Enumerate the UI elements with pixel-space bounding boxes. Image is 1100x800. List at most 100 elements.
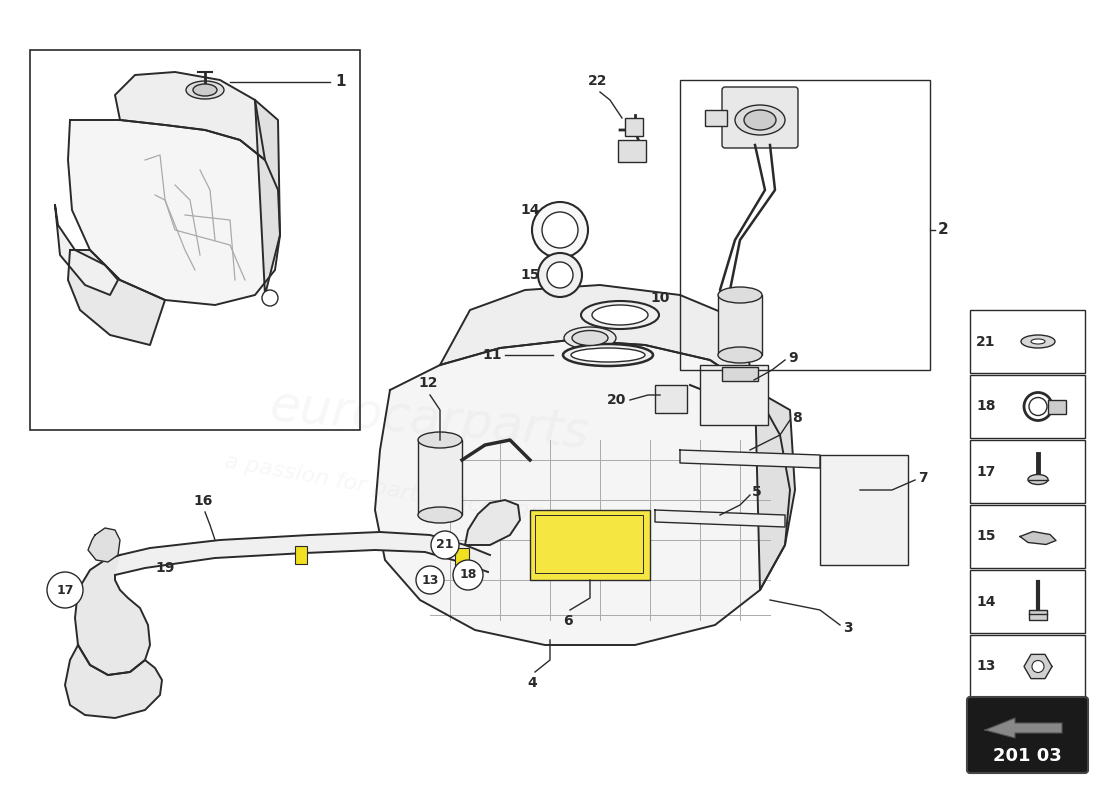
Ellipse shape — [718, 347, 762, 363]
Text: 14: 14 — [976, 594, 996, 609]
Text: a passion for parts since 1965: a passion for parts since 1965 — [222, 451, 558, 529]
Polygon shape — [68, 250, 165, 345]
Text: 1: 1 — [336, 74, 345, 90]
Text: 8: 8 — [792, 411, 802, 425]
Text: 21: 21 — [976, 334, 996, 349]
Ellipse shape — [571, 348, 645, 362]
Bar — [970, 375, 1085, 438]
Text: 11: 11 — [483, 348, 502, 362]
Text: 19: 19 — [155, 561, 175, 575]
Text: 4: 4 — [527, 676, 537, 690]
Ellipse shape — [1028, 474, 1048, 485]
Bar — [535, 515, 644, 573]
Polygon shape — [255, 100, 280, 295]
Circle shape — [547, 262, 573, 288]
Polygon shape — [116, 532, 490, 575]
Text: 18: 18 — [976, 399, 996, 414]
Polygon shape — [654, 510, 785, 527]
Bar — [625, 118, 644, 136]
Text: eurocarparts: eurocarparts — [268, 382, 592, 458]
Circle shape — [262, 290, 278, 306]
Bar — [618, 140, 646, 162]
Text: 20: 20 — [606, 393, 626, 407]
Circle shape — [416, 566, 444, 594]
Text: 9: 9 — [788, 351, 798, 365]
Ellipse shape — [563, 344, 653, 366]
Bar — [820, 455, 908, 565]
Bar — [418, 440, 462, 515]
Text: 5: 5 — [752, 485, 761, 499]
Polygon shape — [75, 555, 150, 675]
Text: 7: 7 — [918, 471, 927, 485]
Text: 18: 18 — [460, 569, 476, 582]
Polygon shape — [88, 528, 120, 562]
Polygon shape — [680, 450, 820, 468]
Polygon shape — [1020, 531, 1056, 545]
Text: 15: 15 — [520, 268, 540, 282]
Text: 3: 3 — [843, 621, 852, 635]
Circle shape — [1024, 393, 1052, 421]
Text: 15: 15 — [976, 530, 996, 543]
Bar — [705, 110, 727, 126]
Ellipse shape — [592, 305, 648, 325]
Bar — [970, 635, 1085, 698]
Text: 16: 16 — [194, 494, 212, 508]
Polygon shape — [375, 340, 790, 645]
Bar — [970, 570, 1085, 633]
Circle shape — [431, 531, 459, 559]
Text: 6: 6 — [563, 614, 573, 628]
Ellipse shape — [744, 110, 775, 130]
Ellipse shape — [1031, 339, 1045, 344]
Bar — [722, 367, 758, 381]
FancyBboxPatch shape — [722, 87, 798, 148]
Ellipse shape — [564, 327, 616, 349]
Bar — [680, 80, 930, 370]
Polygon shape — [984, 718, 1062, 738]
Text: 21: 21 — [437, 538, 453, 551]
Ellipse shape — [418, 432, 462, 448]
Ellipse shape — [735, 105, 785, 135]
Text: 2: 2 — [938, 222, 948, 238]
Bar — [1048, 399, 1066, 414]
Text: 10: 10 — [650, 291, 670, 305]
Polygon shape — [440, 285, 755, 390]
Polygon shape — [65, 645, 162, 718]
Ellipse shape — [718, 287, 762, 303]
Bar — [654, 385, 688, 413]
Bar — [455, 548, 469, 568]
Polygon shape — [55, 205, 118, 295]
Circle shape — [1032, 661, 1044, 673]
Polygon shape — [465, 500, 520, 545]
Text: 13: 13 — [976, 659, 996, 674]
Text: 17: 17 — [56, 583, 74, 597]
Polygon shape — [68, 120, 280, 305]
Bar — [1028, 610, 1047, 619]
Text: 14: 14 — [520, 203, 540, 217]
Ellipse shape — [418, 507, 462, 523]
Circle shape — [538, 253, 582, 297]
Text: 13: 13 — [421, 574, 439, 586]
Bar — [970, 505, 1085, 568]
Circle shape — [542, 212, 578, 248]
Text: 201 03: 201 03 — [992, 747, 1062, 765]
Ellipse shape — [1021, 335, 1055, 348]
Ellipse shape — [192, 84, 217, 96]
Circle shape — [453, 560, 483, 590]
FancyBboxPatch shape — [967, 697, 1088, 773]
Circle shape — [47, 572, 82, 608]
Bar — [295, 546, 307, 564]
Bar — [970, 440, 1085, 503]
Bar — [700, 365, 768, 425]
Bar — [718, 295, 762, 355]
Circle shape — [1028, 398, 1047, 415]
Ellipse shape — [186, 81, 224, 99]
Text: 12: 12 — [418, 376, 438, 390]
Polygon shape — [116, 72, 265, 160]
Polygon shape — [755, 390, 795, 590]
Bar — [30, 50, 360, 430]
Text: 17: 17 — [976, 465, 996, 478]
Bar — [970, 310, 1085, 373]
Bar — [530, 510, 650, 580]
Ellipse shape — [581, 301, 659, 329]
Text: 22: 22 — [588, 74, 607, 88]
